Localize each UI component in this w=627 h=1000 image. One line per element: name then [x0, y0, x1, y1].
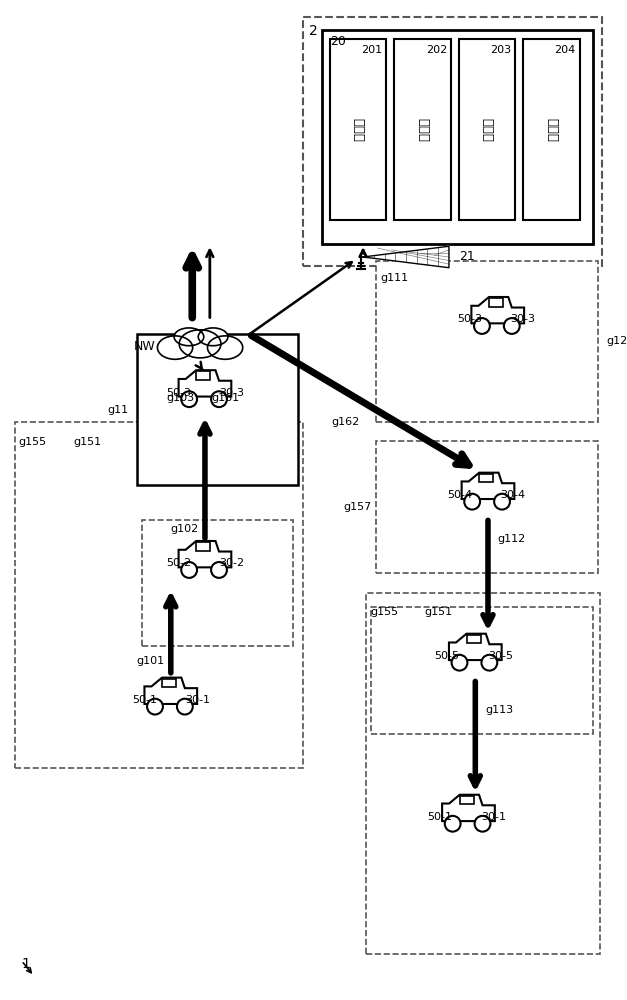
- Text: g155: g155: [19, 437, 46, 447]
- Bar: [14, 422, 303, 768]
- Text: g155: g155: [370, 607, 398, 617]
- Bar: [330, 39, 386, 220]
- Bar: [196, 542, 210, 551]
- Text: 30-1: 30-1: [186, 695, 211, 705]
- Text: 204: 204: [554, 45, 576, 55]
- Text: 确定部: 确定部: [480, 118, 493, 142]
- Bar: [137, 334, 298, 485]
- Bar: [371, 607, 593, 734]
- Polygon shape: [472, 297, 524, 323]
- Circle shape: [181, 562, 197, 578]
- Circle shape: [181, 391, 197, 407]
- Circle shape: [177, 699, 192, 715]
- Text: 接收部: 接收部: [352, 118, 365, 142]
- Bar: [459, 39, 515, 220]
- Text: 202: 202: [426, 45, 447, 55]
- Text: NW: NW: [134, 340, 155, 353]
- Text: g101: g101: [137, 656, 165, 666]
- Text: g103: g103: [166, 393, 194, 403]
- Text: 50-4: 50-4: [447, 490, 472, 500]
- Text: 50-1: 50-1: [132, 695, 157, 705]
- Text: g112: g112: [498, 534, 526, 544]
- Circle shape: [451, 655, 467, 671]
- Text: g102: g102: [171, 524, 199, 534]
- Polygon shape: [179, 370, 231, 397]
- Text: 50-3: 50-3: [456, 314, 482, 324]
- Text: 存储部: 存储部: [545, 118, 558, 142]
- Text: 50-2: 50-2: [166, 558, 191, 568]
- Text: g113: g113: [485, 705, 513, 715]
- Circle shape: [211, 391, 227, 407]
- Text: 30-1: 30-1: [481, 812, 506, 822]
- Text: 201: 201: [361, 45, 382, 55]
- Ellipse shape: [157, 336, 192, 359]
- Bar: [489, 298, 503, 307]
- Ellipse shape: [179, 330, 221, 358]
- Circle shape: [211, 562, 227, 578]
- Text: 30-4: 30-4: [501, 490, 526, 500]
- Bar: [162, 679, 176, 687]
- Text: g151: g151: [73, 437, 102, 447]
- Text: 2: 2: [309, 24, 318, 38]
- Text: 30-2: 30-2: [219, 558, 245, 568]
- Ellipse shape: [198, 328, 228, 346]
- Text: 发送部: 发送部: [416, 118, 429, 142]
- Bar: [142, 520, 293, 646]
- Text: g151: g151: [424, 607, 453, 617]
- Circle shape: [464, 494, 480, 510]
- Polygon shape: [461, 473, 514, 499]
- Circle shape: [445, 816, 461, 832]
- Bar: [479, 474, 493, 482]
- Bar: [376, 261, 598, 422]
- Circle shape: [482, 655, 497, 671]
- Text: 30-3: 30-3: [219, 388, 245, 398]
- Text: g111: g111: [381, 273, 409, 283]
- Text: 30-3: 30-3: [510, 314, 535, 324]
- Polygon shape: [442, 795, 495, 821]
- Text: 20: 20: [330, 35, 345, 48]
- Bar: [303, 17, 602, 266]
- Bar: [196, 371, 210, 380]
- Polygon shape: [179, 541, 231, 567]
- Polygon shape: [449, 634, 502, 660]
- Bar: [460, 796, 474, 804]
- Text: 21: 21: [459, 250, 475, 263]
- Circle shape: [494, 494, 510, 510]
- Text: 50-3: 50-3: [166, 388, 191, 398]
- Bar: [366, 593, 600, 954]
- Text: g157: g157: [344, 502, 372, 512]
- Text: 30-5: 30-5: [488, 651, 513, 661]
- Circle shape: [504, 318, 520, 334]
- Bar: [376, 441, 598, 573]
- Text: g12: g12: [606, 336, 627, 346]
- Circle shape: [147, 699, 163, 715]
- Ellipse shape: [208, 336, 243, 359]
- Polygon shape: [363, 246, 449, 268]
- Text: g11: g11: [107, 405, 129, 415]
- Text: g161: g161: [212, 393, 240, 403]
- Text: 1: 1: [21, 957, 30, 971]
- Circle shape: [474, 318, 490, 334]
- Bar: [523, 39, 580, 220]
- Circle shape: [475, 816, 490, 832]
- Bar: [466, 635, 480, 643]
- Polygon shape: [144, 678, 197, 704]
- Text: 50-5: 50-5: [435, 651, 460, 661]
- Ellipse shape: [174, 328, 204, 346]
- Bar: [394, 39, 451, 220]
- Text: g162: g162: [332, 417, 360, 427]
- Text: 50-1: 50-1: [428, 812, 453, 822]
- Bar: [322, 30, 593, 244]
- Text: 203: 203: [490, 45, 512, 55]
